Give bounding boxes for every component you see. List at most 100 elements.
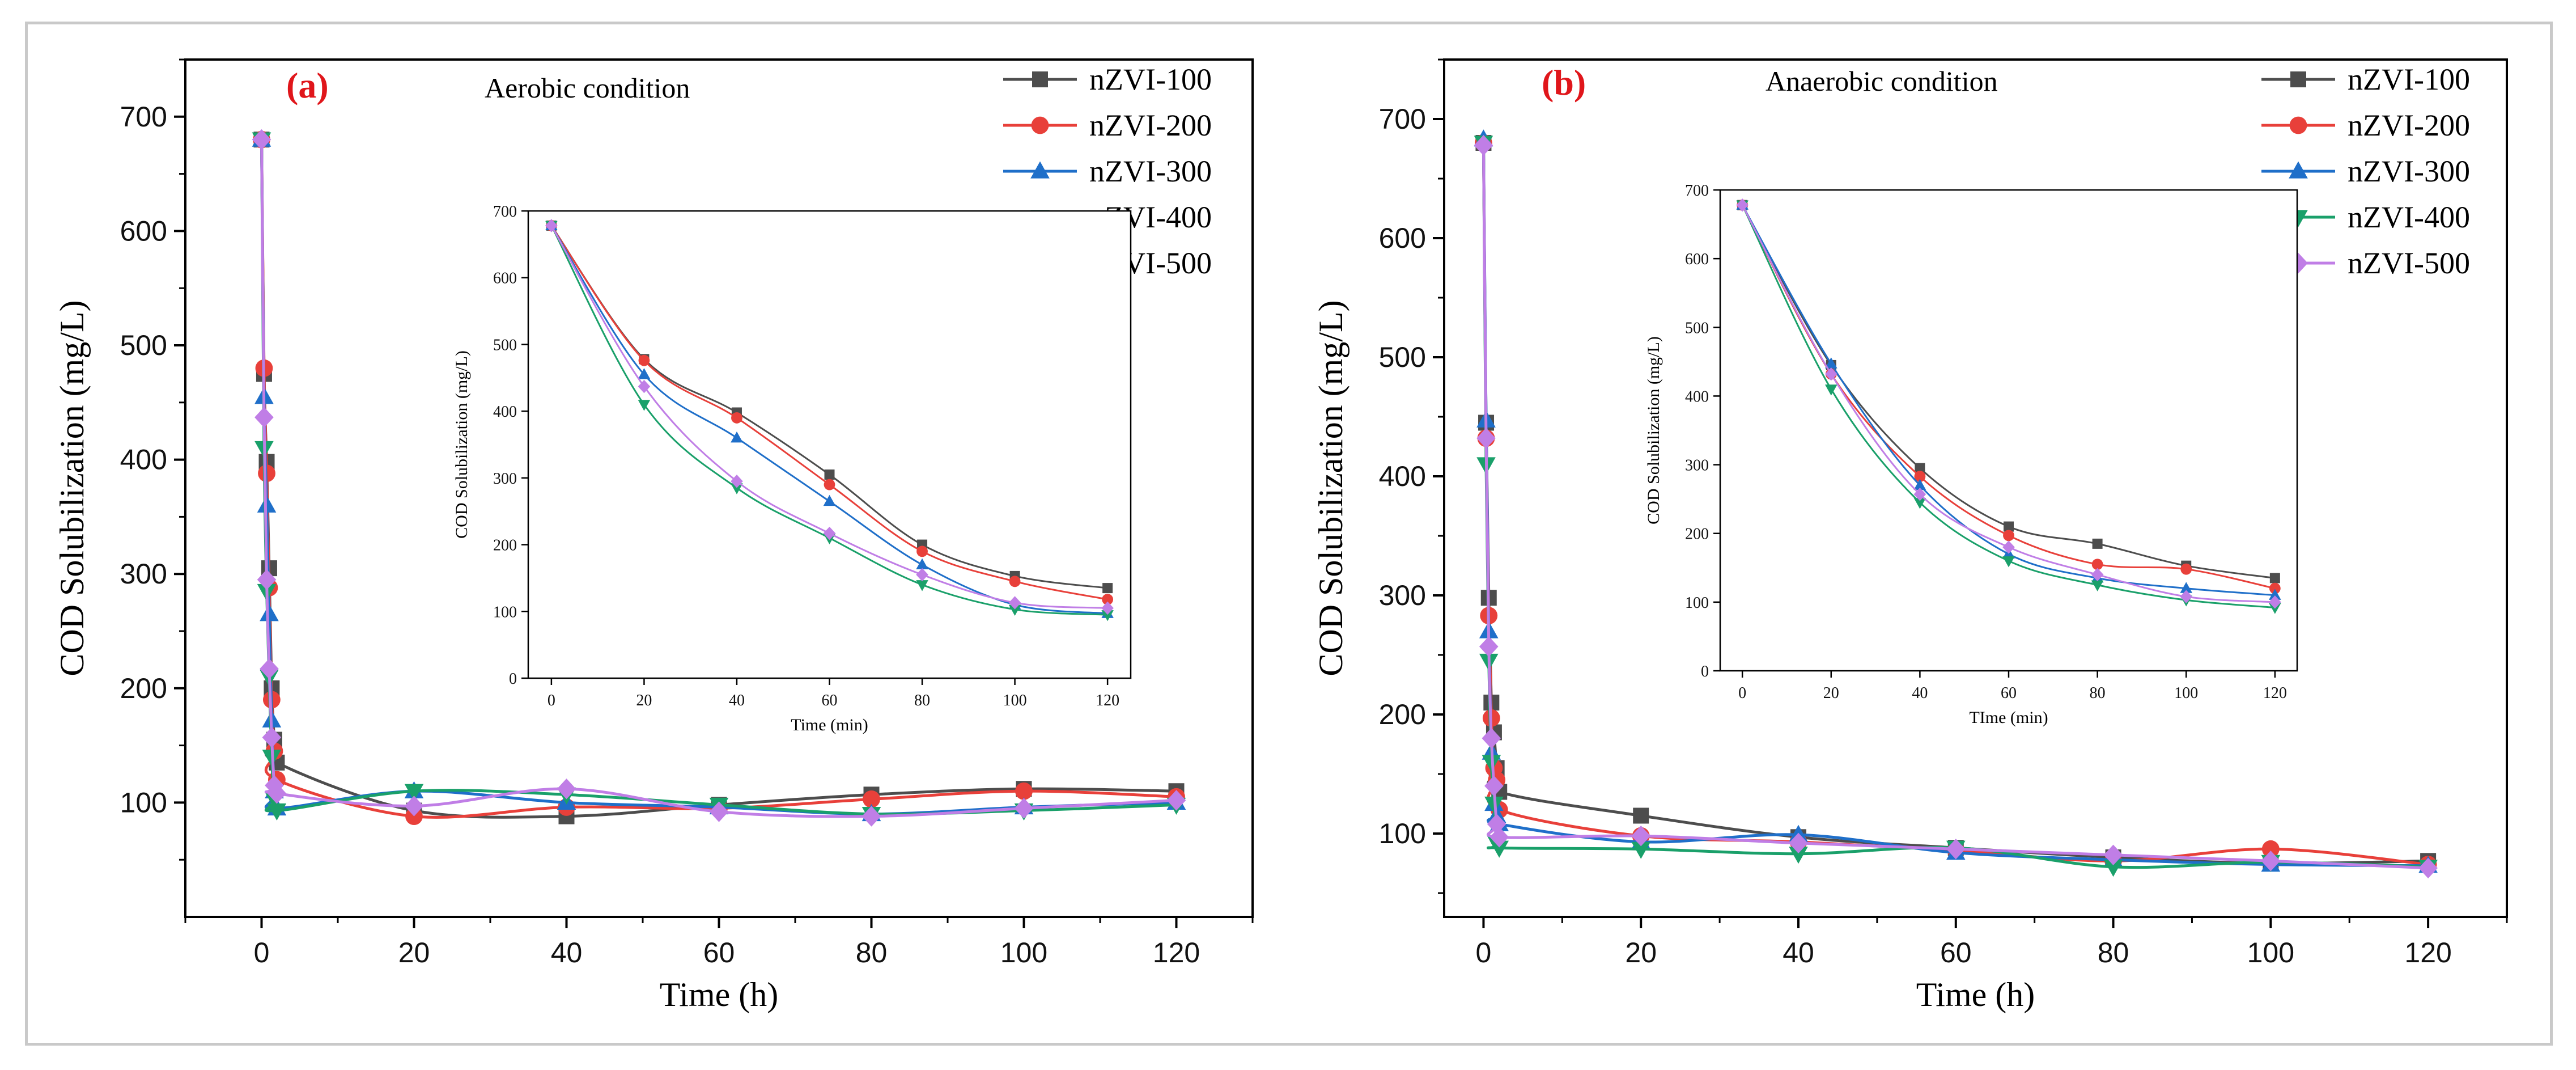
data-point-nZVI-500 — [1166, 790, 1186, 811]
legend-marker-nZVI-300 — [1030, 161, 1050, 179]
inset-data-point-nZVI-200 — [824, 479, 835, 490]
inset-data-point-nZVI-500 — [2002, 540, 2015, 554]
inset-y-axis-label: COD Solubilization (mg/L) — [1644, 336, 1663, 525]
data-point-nZVI-500 — [1946, 839, 1966, 860]
inset-y-tick-label: 200 — [1685, 526, 1709, 543]
inset-data-point-nZVI-400 — [1008, 604, 1021, 616]
legend-entry: nZVI-500 — [2348, 246, 2470, 280]
legend-entry: nZVI-100 — [2348, 62, 2470, 96]
inset-data-point-nZVI-200 — [1009, 576, 1021, 587]
inset-data-point-nZVI-200 — [916, 545, 928, 557]
y-axis-label: COD Solubilization (mg/L) — [53, 300, 91, 676]
data-point-nZVI-400 — [267, 803, 287, 821]
x-tick-label: 120 — [1153, 937, 1200, 969]
x-tick-label: 100 — [2247, 937, 2294, 969]
inset-series-line-nZVI-300 — [1741, 204, 2275, 597]
legend-entry: nZVI-200 — [2348, 108, 2470, 142]
inset-y-tick-label: 100 — [1685, 594, 1709, 612]
panel-a: 0 20 40 60 80 100 120100200300400500600700Time… — [53, 58, 1254, 1013]
x-tick-label: 0 — [1476, 937, 1492, 969]
plot-frame-b — [1443, 58, 2508, 918]
x-tick-label: 80 — [2098, 937, 2129, 969]
data-point-nZVI-100 — [1633, 807, 1649, 824]
y-tick-label: 400 — [1379, 460, 1426, 492]
inset-data-point-nZVI-300 — [638, 368, 651, 379]
inset-data-point-nZVI-100 — [1915, 463, 1925, 473]
legend-entry: nZVI-400 — [2348, 200, 2470, 234]
data-point-nZVI-500 — [1789, 832, 1808, 853]
inset-y-tick-label: 300 — [1685, 457, 1709, 475]
panel-letter: (a) — [286, 65, 329, 105]
legend-marker-nZVI-200 — [1031, 116, 1049, 134]
inset-x-axis-label: TIme (min) — [1969, 708, 2048, 727]
inset-y-tick-label: 500 — [1685, 319, 1709, 337]
inset-b: 0 20 40 60 80 100 120 0 100 200 300 400 500 600 700 TIm… — [1644, 182, 2298, 727]
inset-series-line-nZVI-400 — [550, 225, 1108, 616]
inset-data-point-nZVI-500 — [2091, 568, 2104, 582]
y-tick-label: 700 — [120, 101, 167, 133]
data-point-nZVI-500 — [709, 801, 729, 822]
inset-data-point-nZVI-200 — [1914, 471, 1926, 483]
inset-series-line-nZVI-200 — [550, 225, 1108, 600]
inset-data-point-nZVI-100 — [824, 469, 835, 480]
inset-data-point-nZVI-200 — [2180, 563, 2192, 575]
data-point-nZVI-400 — [1631, 841, 1651, 859]
y-tick-label: 300 — [120, 558, 167, 590]
x-axis-label: Time (h) — [1916, 976, 2035, 1013]
data-point-nZVI-500 — [267, 783, 287, 804]
legend-marker-nZVI-100 — [1032, 71, 1048, 87]
inset-y-tick-label: 0 — [509, 670, 517, 688]
inset-series-line-nZVI-500 — [1741, 205, 2275, 603]
legend-entry: nZVI-300 — [1089, 154, 1212, 188]
inset-y-tick-label: 500 — [493, 336, 517, 354]
data-point-nZVI-500 — [1489, 827, 1509, 848]
inset-x-tick-label: 40 — [729, 692, 745, 709]
inset-data-point-nZVI-300 — [1913, 479, 1926, 490]
inset-data-point-nZVI-500 — [823, 526, 836, 540]
x-tick-label: 100 — [1000, 937, 1047, 969]
data-point-nZVI-500 — [1631, 826, 1651, 847]
inset-data-point-nZVI-300 — [916, 558, 928, 569]
inset-series-line-nZVI-400 — [1741, 205, 2275, 608]
inset-data-point-nZVI-400 — [916, 580, 928, 591]
x-tick-label: 40 — [551, 937, 583, 969]
data-point-nZVI-200 — [2261, 840, 2280, 858]
inset-series-line-nZVI-300 — [550, 225, 1108, 615]
series-line-nZVI-500 — [1482, 145, 2429, 870]
data-point-nZVI-500 — [257, 569, 277, 590]
inset-data-point-nZVI-100 — [2004, 521, 2014, 532]
inset-data-point-nZVI-200 — [2091, 559, 2103, 570]
y-tick-label: 100 — [1379, 818, 1426, 849]
data-point-nZVI-500 — [1474, 135, 1493, 156]
inset-y-tick-label: 400 — [493, 403, 517, 421]
inset-x-tick-label: 20 — [1823, 684, 1839, 702]
data-point-nZVI-500 — [1482, 728, 1501, 749]
data-point-nZVI-500 — [1476, 428, 1496, 449]
inset-a: 0 20 40 60 80 100 120 0 100 200 300 400 500 600 700 Tim… — [452, 203, 1132, 734]
x-tick-label: 20 — [1625, 937, 1657, 969]
panel-letter: (b) — [1542, 62, 1586, 103]
condition-label: Anaerobic condition — [1766, 65, 1998, 97]
data-point-nZVI-500 — [1484, 775, 1504, 797]
inset-y-tick-label: 400 — [1685, 388, 1709, 405]
inset-y-tick-label: 700 — [493, 203, 517, 221]
y-tick-label: 600 — [1379, 222, 1426, 254]
x-axis-label: Time (h) — [660, 976, 778, 1013]
inset-y-tick-label: 200 — [493, 537, 517, 555]
inset-x-tick-label: 60 — [822, 692, 838, 709]
inset-data-point-nZVI-300 — [731, 431, 743, 443]
inset-data-point-nZVI-300 — [823, 494, 836, 506]
data-point-nZVI-400 — [1489, 840, 1509, 858]
legend-entry: nZVI-100 — [1089, 62, 1212, 96]
data-point-nZVI-500 — [557, 779, 576, 800]
inset-data-point-nZVI-100 — [1102, 583, 1113, 594]
inset-data-point-nZVI-500 — [638, 379, 651, 394]
inset-data-point-nZVI-500 — [731, 475, 743, 488]
x-tick-label: 80 — [856, 937, 888, 969]
inset-x-tick-label: 100 — [2174, 684, 2198, 702]
x-tick-label: 60 — [1940, 937, 1972, 969]
inset-y-tick-label: 100 — [493, 603, 517, 621]
data-point-nZVI-500 — [404, 796, 424, 817]
condition-label: Aerobic condition — [485, 72, 690, 104]
data-point-nZVI-500 — [262, 727, 282, 748]
